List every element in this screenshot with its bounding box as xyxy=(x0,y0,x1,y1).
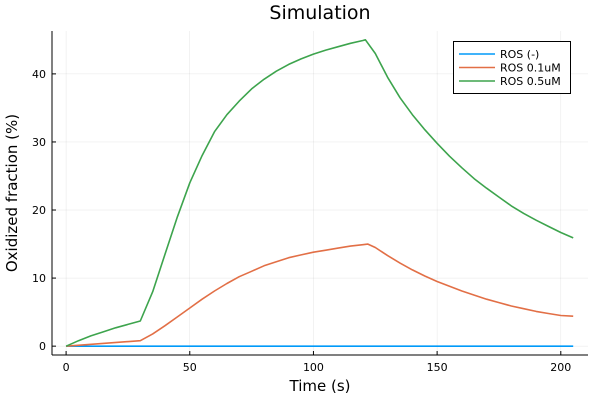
legend-label: ROS 0.5uM xyxy=(500,75,561,88)
y-tick-label: 40 xyxy=(32,68,46,81)
legend-label: ROS (-) xyxy=(500,48,539,61)
series-line-1 xyxy=(66,243,574,347)
x-axis-label: Time (s) xyxy=(289,377,351,395)
x-tick-label: 0 xyxy=(63,361,70,374)
x-tick-label: 200 xyxy=(550,361,571,374)
y-tick-label: 10 xyxy=(32,272,46,285)
legend-label: ROS 0.1uM xyxy=(500,62,561,75)
y-axis-label: Oxidized fraction (%) xyxy=(3,114,21,272)
axes: 0 50 100 150 200 0 10 20 30 40 xyxy=(32,31,588,374)
series-line-2 xyxy=(65,38,574,347)
x-tick-label: 50 xyxy=(183,361,197,374)
y-tick-label: 20 xyxy=(32,204,46,217)
x-tick-label: 150 xyxy=(427,361,448,374)
series-group xyxy=(65,38,574,348)
x-tick-label: 100 xyxy=(303,361,324,374)
y-tick-label: 0 xyxy=(39,340,46,353)
y-tick-label: 30 xyxy=(32,136,46,149)
chart-title: Simulation xyxy=(269,2,370,24)
